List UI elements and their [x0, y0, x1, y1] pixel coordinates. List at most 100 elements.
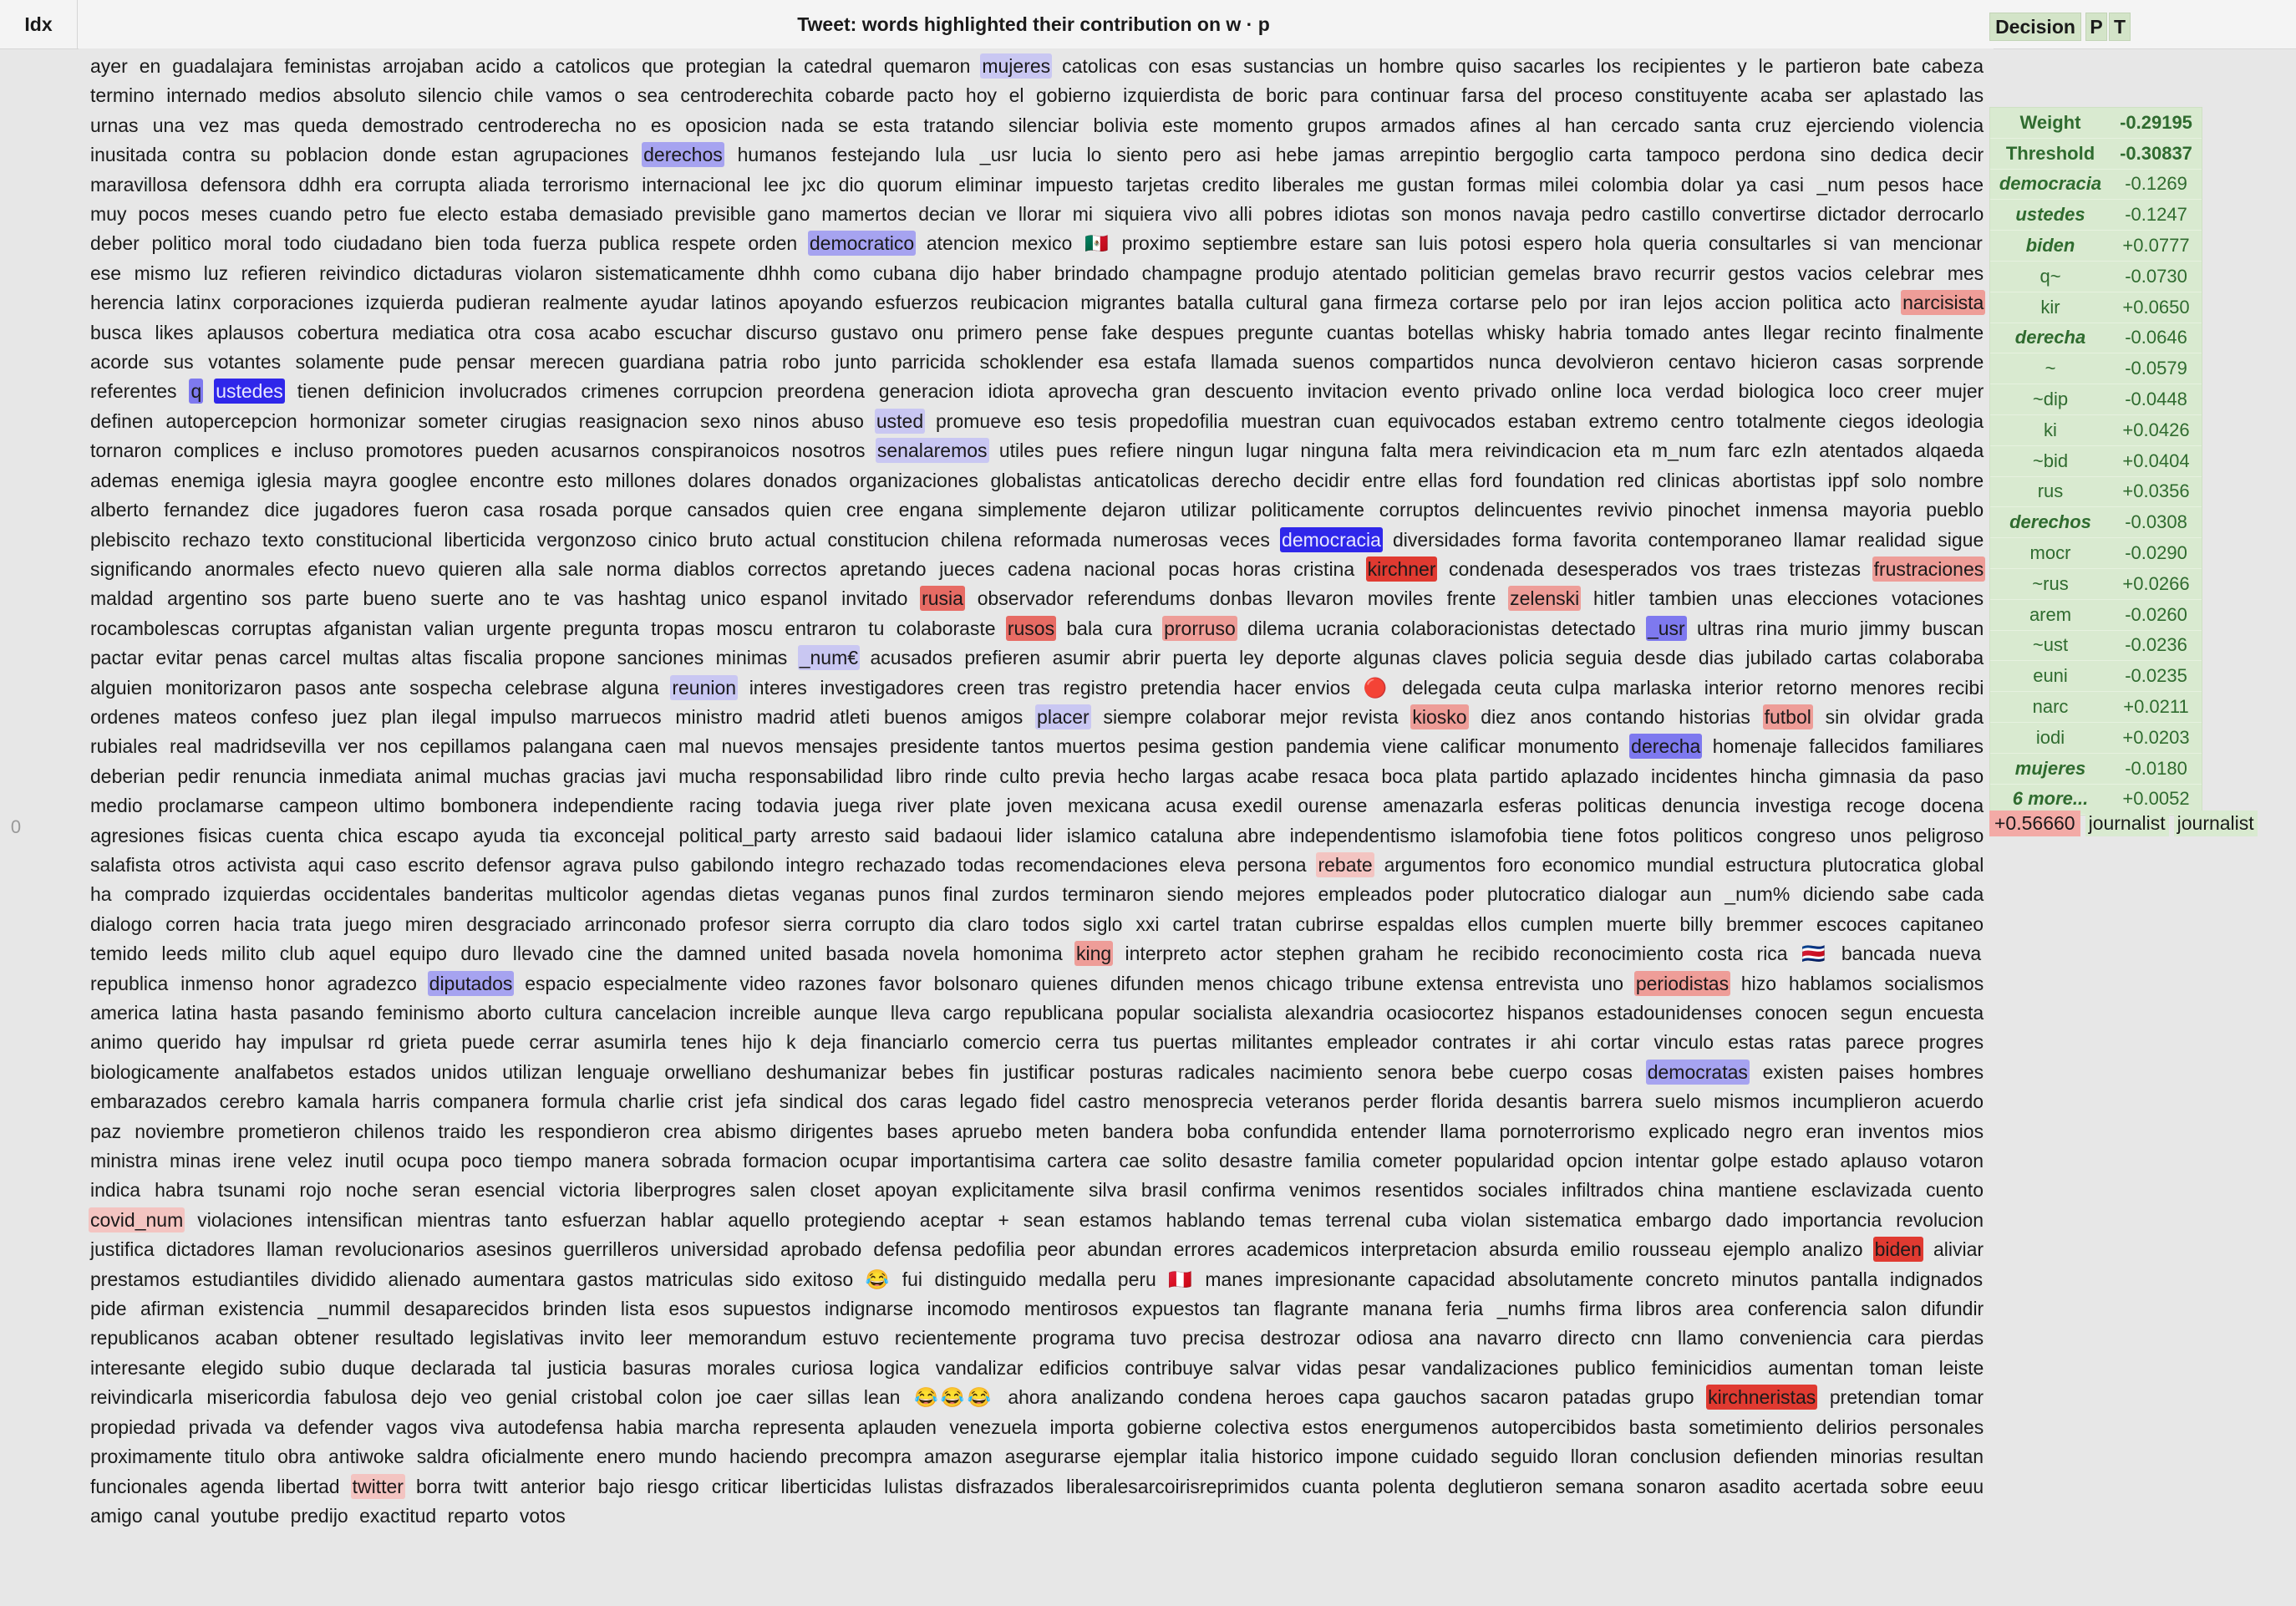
- word: lula: [935, 144, 965, 166]
- word: contribuye: [1125, 1356, 1214, 1379]
- word: complices: [173, 440, 260, 462]
- word: luz: [203, 262, 229, 284]
- word: internado: [166, 84, 247, 107]
- word: te: [544, 587, 561, 610]
- word: politicamente: [1251, 499, 1364, 521]
- word: antiwoke: [328, 1446, 404, 1468]
- word: cobertura: [297, 321, 379, 343]
- word: incluso: [293, 440, 354, 462]
- word: fin: [968, 1060, 989, 1083]
- word: pueden: [475, 440, 539, 462]
- word: carta: [1588, 144, 1632, 166]
- word: capitaneo: [1900, 912, 1984, 935]
- word: corruptos: [1379, 499, 1460, 521]
- word: votaron: [1919, 1150, 1984, 1172]
- word: dirigentes: [790, 1120, 874, 1142]
- word: inmenso: [180, 972, 254, 994]
- word: antes: [1703, 321, 1750, 343]
- word: tu: [868, 617, 885, 639]
- word: someter: [418, 409, 488, 432]
- word: cae: [1119, 1150, 1151, 1172]
- word: veteranos: [1265, 1090, 1350, 1113]
- word: noche: [345, 1179, 399, 1202]
- word: luis: [1418, 232, 1448, 255]
- word: historias: [1679, 705, 1750, 728]
- word: globalistas: [990, 469, 1082, 491]
- word: accion: [1714, 292, 1770, 314]
- word: cabeza: [1921, 55, 1984, 77]
- word: corrupta: [394, 173, 466, 196]
- word: defienden: [1733, 1446, 1818, 1468]
- word: hizo: [1740, 972, 1777, 994]
- word: graham: [1358, 943, 1424, 965]
- word: libros: [1635, 1298, 1682, 1320]
- word: uno: [1591, 972, 1624, 994]
- word: victoria: [559, 1179, 621, 1202]
- highlighted-word: rebate: [1316, 851, 1374, 877]
- word: habra: [155, 1179, 204, 1202]
- word: mas: [243, 114, 280, 136]
- word: unidos: [430, 1060, 488, 1083]
- word: acusarnos: [551, 440, 640, 462]
- word: olvidar: [1863, 705, 1921, 728]
- word: hormonizar: [309, 409, 406, 432]
- word: likes: [155, 321, 194, 343]
- word: ninguna: [1300, 440, 1369, 462]
- word: mayra: [323, 469, 378, 491]
- word: contrates: [1432, 1031, 1511, 1054]
- word: forma: [1512, 528, 1562, 551]
- word: desantis: [1496, 1090, 1568, 1113]
- word: ninos: [753, 409, 800, 432]
- word: precompra: [820, 1446, 912, 1468]
- word: sale: [557, 557, 594, 580]
- feature-name: ustedes: [2015, 204, 2085, 226]
- word: docena: [1920, 795, 1984, 817]
- word: guerrilleros: [563, 1238, 659, 1261]
- word: defender: [297, 1415, 373, 1438]
- highlighted-word: biden: [1872, 1237, 1923, 1263]
- word: texto: [262, 528, 304, 551]
- word: ellas: [1418, 469, 1458, 491]
- decision-panel: Weight -0.29195 Threshold -0.30837 democraci…: [1989, 107, 2202, 816]
- word: puerta: [1172, 647, 1227, 669]
- word: acido: [475, 55, 521, 77]
- tweet-text: ayer en guadalajara feministas arrojaban…: [89, 52, 1986, 1531]
- word: emilio: [1570, 1238, 1621, 1261]
- word: pobres: [1263, 203, 1323, 226]
- word: _nummil: [317, 1298, 390, 1320]
- word: poco: [460, 1150, 503, 1172]
- column-header-group-decision: Decision P T: [1989, 0, 2296, 49]
- word: contra: [181, 144, 236, 166]
- word: espaldas: [1377, 912, 1455, 935]
- word: pedofilia: [953, 1238, 1025, 1261]
- word: proximamente: [90, 1446, 212, 1468]
- word: ezln: [1771, 440, 1807, 462]
- feature-name: narc: [2032, 696, 2069, 718]
- word: era: [354, 173, 383, 196]
- word: tiempo: [514, 1150, 572, 1172]
- word: paises: [1838, 1060, 1894, 1083]
- word: fue: [399, 203, 426, 226]
- word: confirma: [1201, 1179, 1276, 1202]
- word: favorita: [1573, 528, 1637, 551]
- feature-name: derechos: [2009, 511, 2091, 533]
- word: rojo: [299, 1179, 332, 1202]
- word: todas: [957, 853, 1005, 876]
- word: alienado: [388, 1268, 461, 1290]
- word: migrantes: [1080, 292, 1166, 314]
- word: anos: [1530, 705, 1572, 728]
- feature-weight: -0.1269: [2125, 173, 2187, 195]
- word: llevaron: [1286, 587, 1354, 610]
- word: pierdas: [1920, 1327, 1984, 1349]
- word: indica: [90, 1179, 141, 1202]
- word: profesor: [698, 912, 770, 935]
- highlighted-word: narcisista: [1901, 290, 1986, 316]
- word: aplazado: [1560, 765, 1639, 787]
- word: mucha: [678, 765, 737, 787]
- word: eran: [1806, 1120, 1845, 1142]
- word: pues: [1055, 440, 1098, 462]
- word: cerrar: [529, 1031, 580, 1054]
- word: estafa: [1143, 351, 1196, 374]
- word: eeuu: [1940, 1475, 1984, 1497]
- word: jefa: [735, 1090, 767, 1113]
